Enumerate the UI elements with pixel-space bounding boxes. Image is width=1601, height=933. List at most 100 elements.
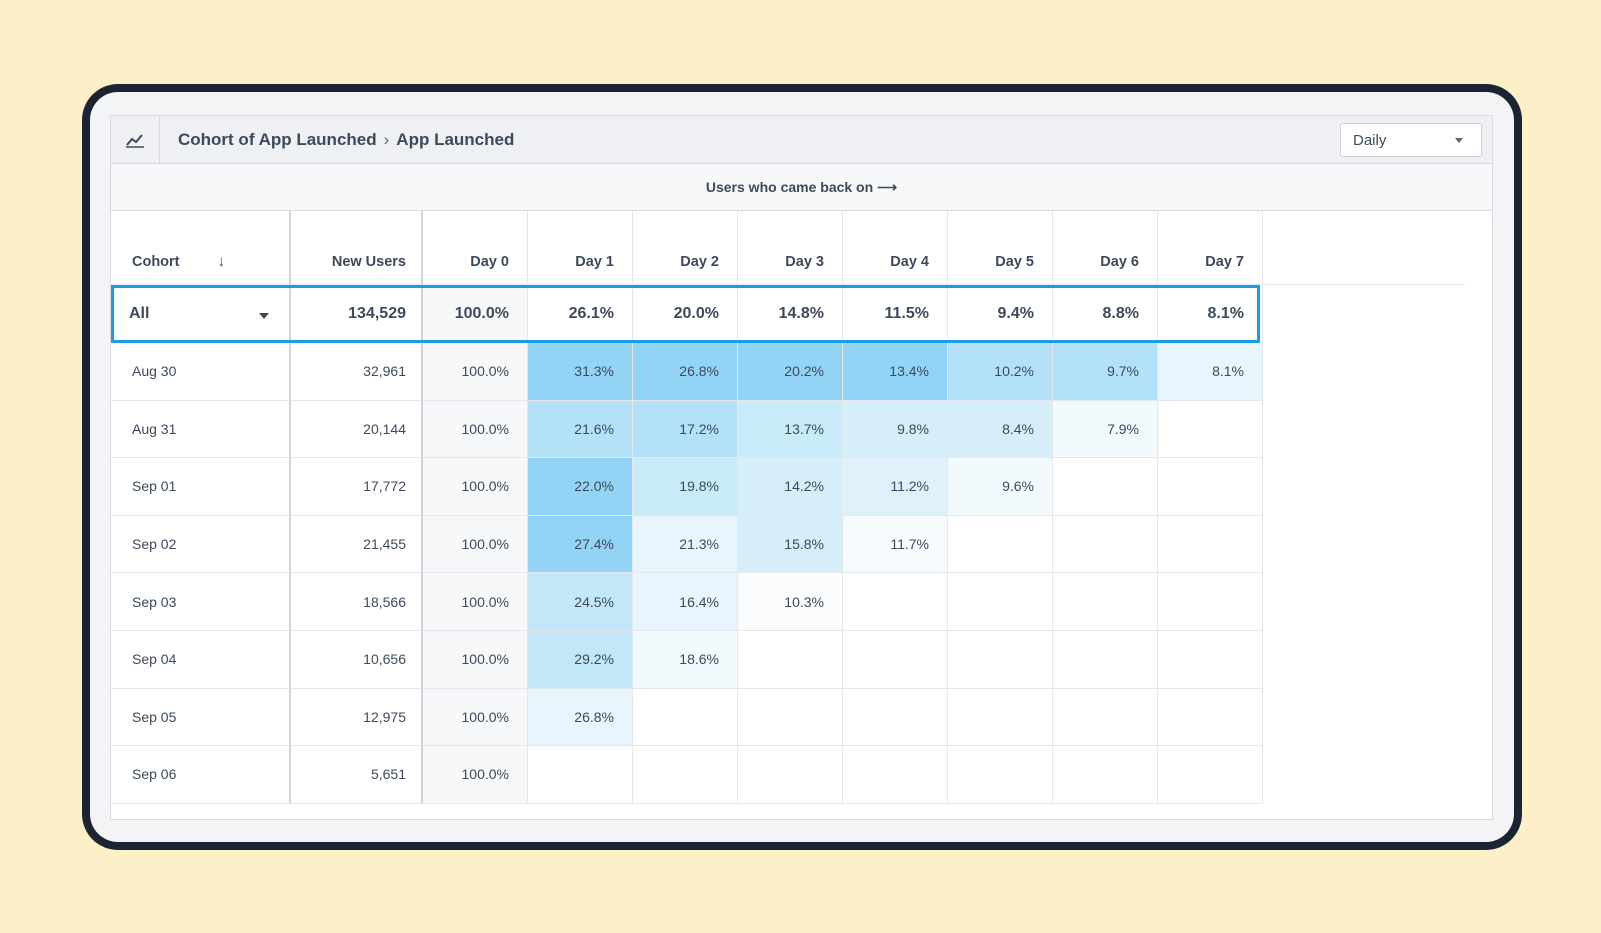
chart-view-button[interactable] — [111, 116, 160, 163]
table-row[interactable]: Sep 02 21,455 100.0% 27.4% 21.3% 15.8% 11.7% — [111, 515, 1263, 574]
retention-cell[interactable]: 24.5% — [528, 573, 633, 631]
return-axis-label: Users who came back on ⟶ — [111, 164, 1492, 211]
retention-cell[interactable]: 8.1% — [1158, 343, 1263, 401]
column-header-day: Day 7 — [1158, 211, 1263, 285]
retention-cell — [948, 631, 1053, 689]
all-day-value: 9.4% — [948, 285, 1053, 343]
retention-cell[interactable]: 100.0% — [423, 515, 528, 574]
column-header-day: Day 0 — [423, 211, 528, 285]
cohort-label: Sep 02 — [111, 515, 291, 574]
retention-cell[interactable]: 21.6% — [528, 400, 633, 459]
retention-cell[interactable]: 22.0% — [528, 458, 633, 516]
retention-cell[interactable]: 10.3% — [738, 573, 843, 631]
breadcrumb-parent[interactable]: Cohort of App Launched — [178, 129, 377, 149]
all-cohorts-dropdown[interactable]: All — [111, 285, 291, 343]
retention-cell[interactable]: 100.0% — [423, 458, 528, 516]
retention-cell[interactable]: 15.8% — [738, 515, 843, 574]
cohort-label: Sep 01 — [111, 458, 291, 516]
interval-select-value: Daily — [1353, 131, 1387, 149]
retention-cell[interactable]: 7.9% — [1053, 400, 1158, 459]
retention-cell — [633, 746, 738, 804]
retention-cell[interactable]: 11.2% — [843, 458, 948, 516]
sort-descending-icon[interactable]: ↓ — [217, 253, 226, 270]
retention-cell — [1053, 458, 1158, 516]
all-day-value: 14.8% — [738, 285, 843, 343]
new-users-value: 18,566 — [291, 573, 423, 631]
all-cohorts-row[interactable]: All 134,529 100.0% 26.1% 20.0% 14.8% 11.… — [111, 285, 1263, 343]
all-day-value: 100.0% — [423, 285, 528, 343]
new-users-value: 20,144 — [291, 400, 423, 459]
retention-cell[interactable]: 27.4% — [528, 515, 633, 574]
retention-cell[interactable]: 21.3% — [633, 515, 738, 574]
all-new-users: 134,529 — [291, 285, 423, 343]
breadcrumb-current: App Launched — [396, 129, 515, 149]
retention-cell[interactable]: 100.0% — [423, 573, 528, 631]
column-header-day: Day 6 — [1053, 211, 1158, 285]
retention-cell[interactable]: 20.2% — [738, 343, 843, 401]
retention-cell[interactable]: 26.8% — [633, 343, 738, 401]
retention-cell — [1158, 631, 1263, 689]
table-row[interactable]: Sep 05 12,975 100.0% 26.8% — [111, 688, 1263, 747]
breadcrumb: Cohort of App Launched › App Launched — [178, 116, 514, 163]
header-filler — [1263, 211, 1465, 285]
all-day-value: 8.1% — [1158, 285, 1263, 343]
retention-cell — [738, 631, 843, 689]
column-header-new-users[interactable]: New Users — [291, 211, 423, 285]
retention-cell[interactable]: 14.2% — [738, 458, 843, 516]
column-header-day: Day 5 — [948, 211, 1053, 285]
table-row[interactable]: Sep 01 17,772 100.0% 22.0% 19.8% 14.2% 11.2% 9.… — [111, 458, 1263, 516]
retention-cell — [738, 688, 843, 747]
retention-cell[interactable]: 100.0% — [423, 400, 528, 459]
retention-cell — [1158, 515, 1263, 574]
column-header-day: Day 1 — [528, 211, 633, 285]
retention-cell — [1053, 573, 1158, 631]
retention-cell[interactable]: 100.0% — [423, 343, 528, 401]
retention-cell — [1053, 746, 1158, 804]
all-day-value: 11.5% — [843, 285, 948, 343]
table-row[interactable]: Sep 03 18,566 100.0% 24.5% 16.4% 10.3% — [111, 573, 1263, 631]
retention-cell — [843, 573, 948, 631]
retention-cell — [1053, 688, 1158, 747]
retention-cell[interactable]: 9.6% — [948, 458, 1053, 516]
table-header-row: Cohort ↓ New Users Day 0 Day 1 Day 2 Day… — [111, 211, 1465, 285]
retention-cell[interactable]: 26.8% — [528, 688, 633, 747]
table-row[interactable]: Aug 30 32,961 100.0% 31.3% 26.8% 20.2% 13.4% 10… — [111, 343, 1263, 401]
new-users-value: 12,975 — [291, 688, 423, 747]
retention-cell[interactable]: 100.0% — [423, 631, 528, 689]
retention-cell[interactable]: 16.4% — [633, 573, 738, 631]
retention-cell — [843, 746, 948, 804]
interval-select[interactable]: Daily — [1340, 123, 1482, 157]
retention-cell — [948, 746, 1053, 804]
retention-cell[interactable]: 8.4% — [948, 400, 1053, 459]
retention-cell[interactable]: 13.7% — [738, 400, 843, 459]
cohort-label: Sep 05 — [111, 688, 291, 747]
retention-cell[interactable]: 100.0% — [423, 746, 528, 804]
retention-cell[interactable]: 17.2% — [633, 400, 738, 459]
cohort-report-panel: Cohort of App Launched › App Launched Da… — [110, 115, 1493, 820]
retention-cell[interactable]: 31.3% — [528, 343, 633, 401]
retention-cell — [1158, 688, 1263, 747]
caret-down-icon — [259, 313, 269, 319]
retention-cell[interactable]: 13.4% — [843, 343, 948, 401]
retention-cell — [948, 573, 1053, 631]
cohort-label: Sep 06 — [111, 746, 291, 804]
retention-cell[interactable]: 100.0% — [423, 688, 528, 747]
table-row[interactable]: Sep 04 10,656 100.0% 29.2% 18.6% — [111, 631, 1263, 689]
all-day-value: 8.8% — [1053, 285, 1158, 343]
retention-cell[interactable]: 18.6% — [633, 631, 738, 689]
table-row[interactable]: Aug 31 20,144 100.0% 21.6% 17.2% 13.7% 9.8% 8.4… — [111, 400, 1263, 459]
retention-cell[interactable]: 9.8% — [843, 400, 948, 459]
retention-cell[interactable]: 10.2% — [948, 343, 1053, 401]
cohort-label: Sep 04 — [111, 631, 291, 689]
column-header-cohort[interactable]: Cohort ↓ — [111, 211, 291, 285]
table-row[interactable]: Sep 06 5,651 100.0% — [111, 746, 1263, 804]
retention-cell — [1158, 400, 1263, 459]
retention-cell[interactable]: 19.8% — [633, 458, 738, 516]
new-users-value: 21,455 — [291, 515, 423, 574]
all-cohorts-label: All — [129, 305, 150, 322]
retention-cell — [948, 688, 1053, 747]
retention-cell[interactable]: 29.2% — [528, 631, 633, 689]
report-header: Cohort of App Launched › App Launched Da… — [111, 116, 1492, 164]
retention-cell[interactable]: 11.7% — [843, 515, 948, 574]
retention-cell[interactable]: 9.7% — [1053, 343, 1158, 401]
